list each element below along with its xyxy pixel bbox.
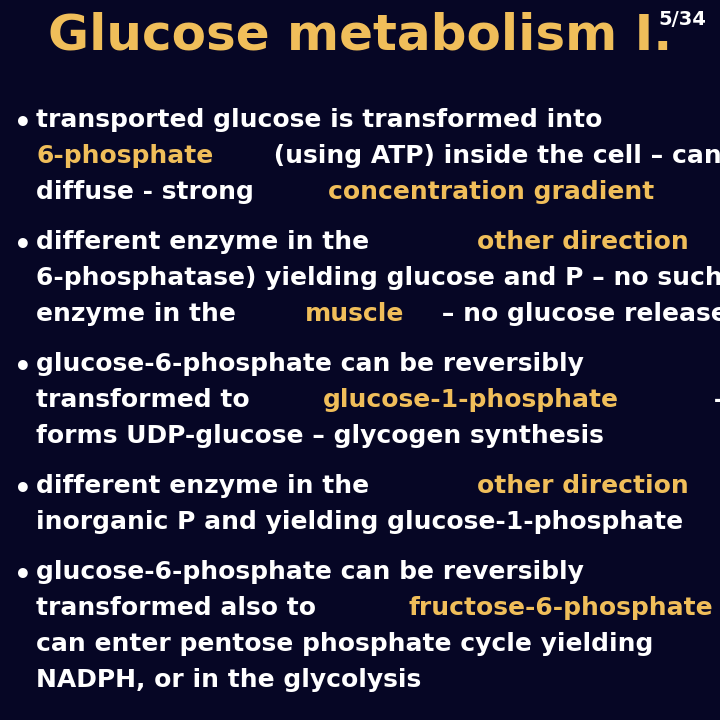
Text: other direction: other direction — [477, 474, 689, 498]
Text: •: • — [14, 562, 32, 590]
Text: forms UDP-glucose – glycogen synthesis: forms UDP-glucose – glycogen synthesis — [36, 424, 604, 448]
Text: diffuse - strong: diffuse - strong — [36, 180, 263, 204]
Text: 5/34: 5/34 — [658, 10, 706, 29]
Text: glucose-1-phosphate: glucose-1-phosphate — [323, 388, 619, 412]
Text: NADPH, or in the glycolysis: NADPH, or in the glycolysis — [36, 668, 421, 692]
Text: fructose-6-phosphate: fructose-6-phosphate — [408, 596, 714, 620]
Text: inorganic P and yielding glucose-1-phosphate: inorganic P and yielding glucose-1-phosp… — [36, 510, 683, 534]
Text: transformed also to: transformed also to — [36, 596, 325, 620]
Text: different enzyme in the: different enzyme in the — [36, 474, 378, 498]
Text: •: • — [14, 476, 32, 504]
Text: glucose-6-phosphate can be reversibly: glucose-6-phosphate can be reversibly — [36, 352, 584, 376]
Text: concentration gradient: concentration gradient — [328, 180, 654, 204]
Text: transported glucose is transformed into: transported glucose is transformed into — [36, 108, 611, 132]
Text: glucose-6-phosphate can be reversibly: glucose-6-phosphate can be reversibly — [36, 560, 584, 584]
Text: enzyme in the: enzyme in the — [36, 302, 245, 326]
Text: muscle: muscle — [305, 302, 405, 326]
Text: 6-phosphate: 6-phosphate — [36, 144, 213, 168]
Text: other direction: other direction — [477, 230, 689, 254]
Text: •: • — [14, 232, 32, 260]
Text: can enter pentose phosphate cycle yielding: can enter pentose phosphate cycle yieldi… — [36, 632, 653, 656]
Text: •: • — [14, 110, 32, 138]
Text: •: • — [14, 354, 32, 382]
Text: Glucose metabolism I.: Glucose metabolism I. — [48, 12, 672, 60]
Text: different enzyme in the: different enzyme in the — [36, 230, 378, 254]
Text: – no glucose release: – no glucose release — [433, 302, 720, 326]
Text: (using ATP) inside the cell – cannot: (using ATP) inside the cell – cannot — [265, 144, 720, 168]
Text: – with: – with — [705, 388, 720, 412]
Text: transformed to: transformed to — [36, 388, 258, 412]
Text: 6-phosphatase) yielding glucose and P – no such: 6-phosphatase) yielding glucose and P – … — [36, 266, 720, 290]
